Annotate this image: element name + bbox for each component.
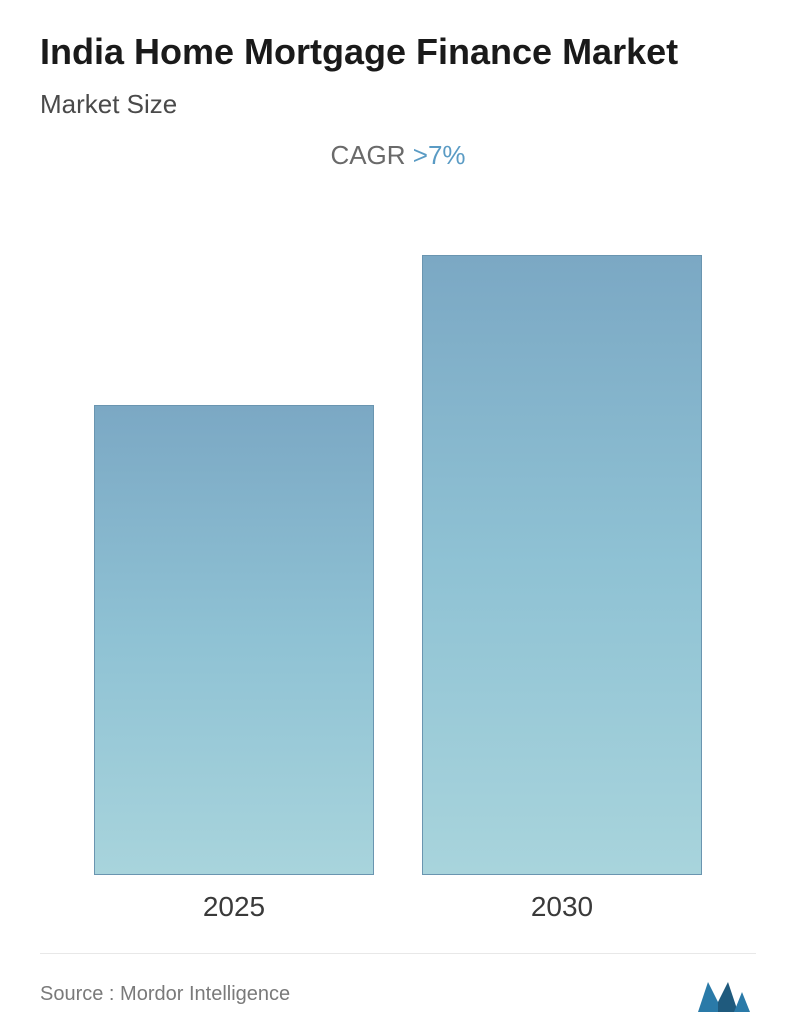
- source-name: Mordor Intelligence: [120, 983, 290, 1005]
- bar-group-0: 2025: [94, 405, 374, 923]
- footer: Source : Mordor Intelligence: [40, 953, 756, 1014]
- bar-group-1: 2030: [422, 255, 702, 923]
- chart-container: India Home Mortgage Finance Market Marke…: [0, 0, 796, 1034]
- bar-label-0: 2025: [203, 891, 265, 923]
- bar-label-1: 2030: [531, 891, 593, 923]
- chart-area: 2025 2030: [40, 211, 756, 943]
- chart-title: India Home Mortgage Finance Market: [40, 30, 756, 73]
- cagr-value: >7%: [413, 140, 466, 170]
- bar-0: [94, 405, 374, 875]
- source-text: Source : Mordor Intelligence: [40, 983, 290, 1006]
- source-label: Source :: [40, 983, 120, 1005]
- cagr-row: CAGR >7%: [40, 140, 756, 171]
- cagr-label: CAGR: [330, 140, 412, 170]
- bar-1: [422, 255, 702, 875]
- chart-subtitle: Market Size: [40, 89, 756, 120]
- brand-logo-icon: [696, 974, 756, 1014]
